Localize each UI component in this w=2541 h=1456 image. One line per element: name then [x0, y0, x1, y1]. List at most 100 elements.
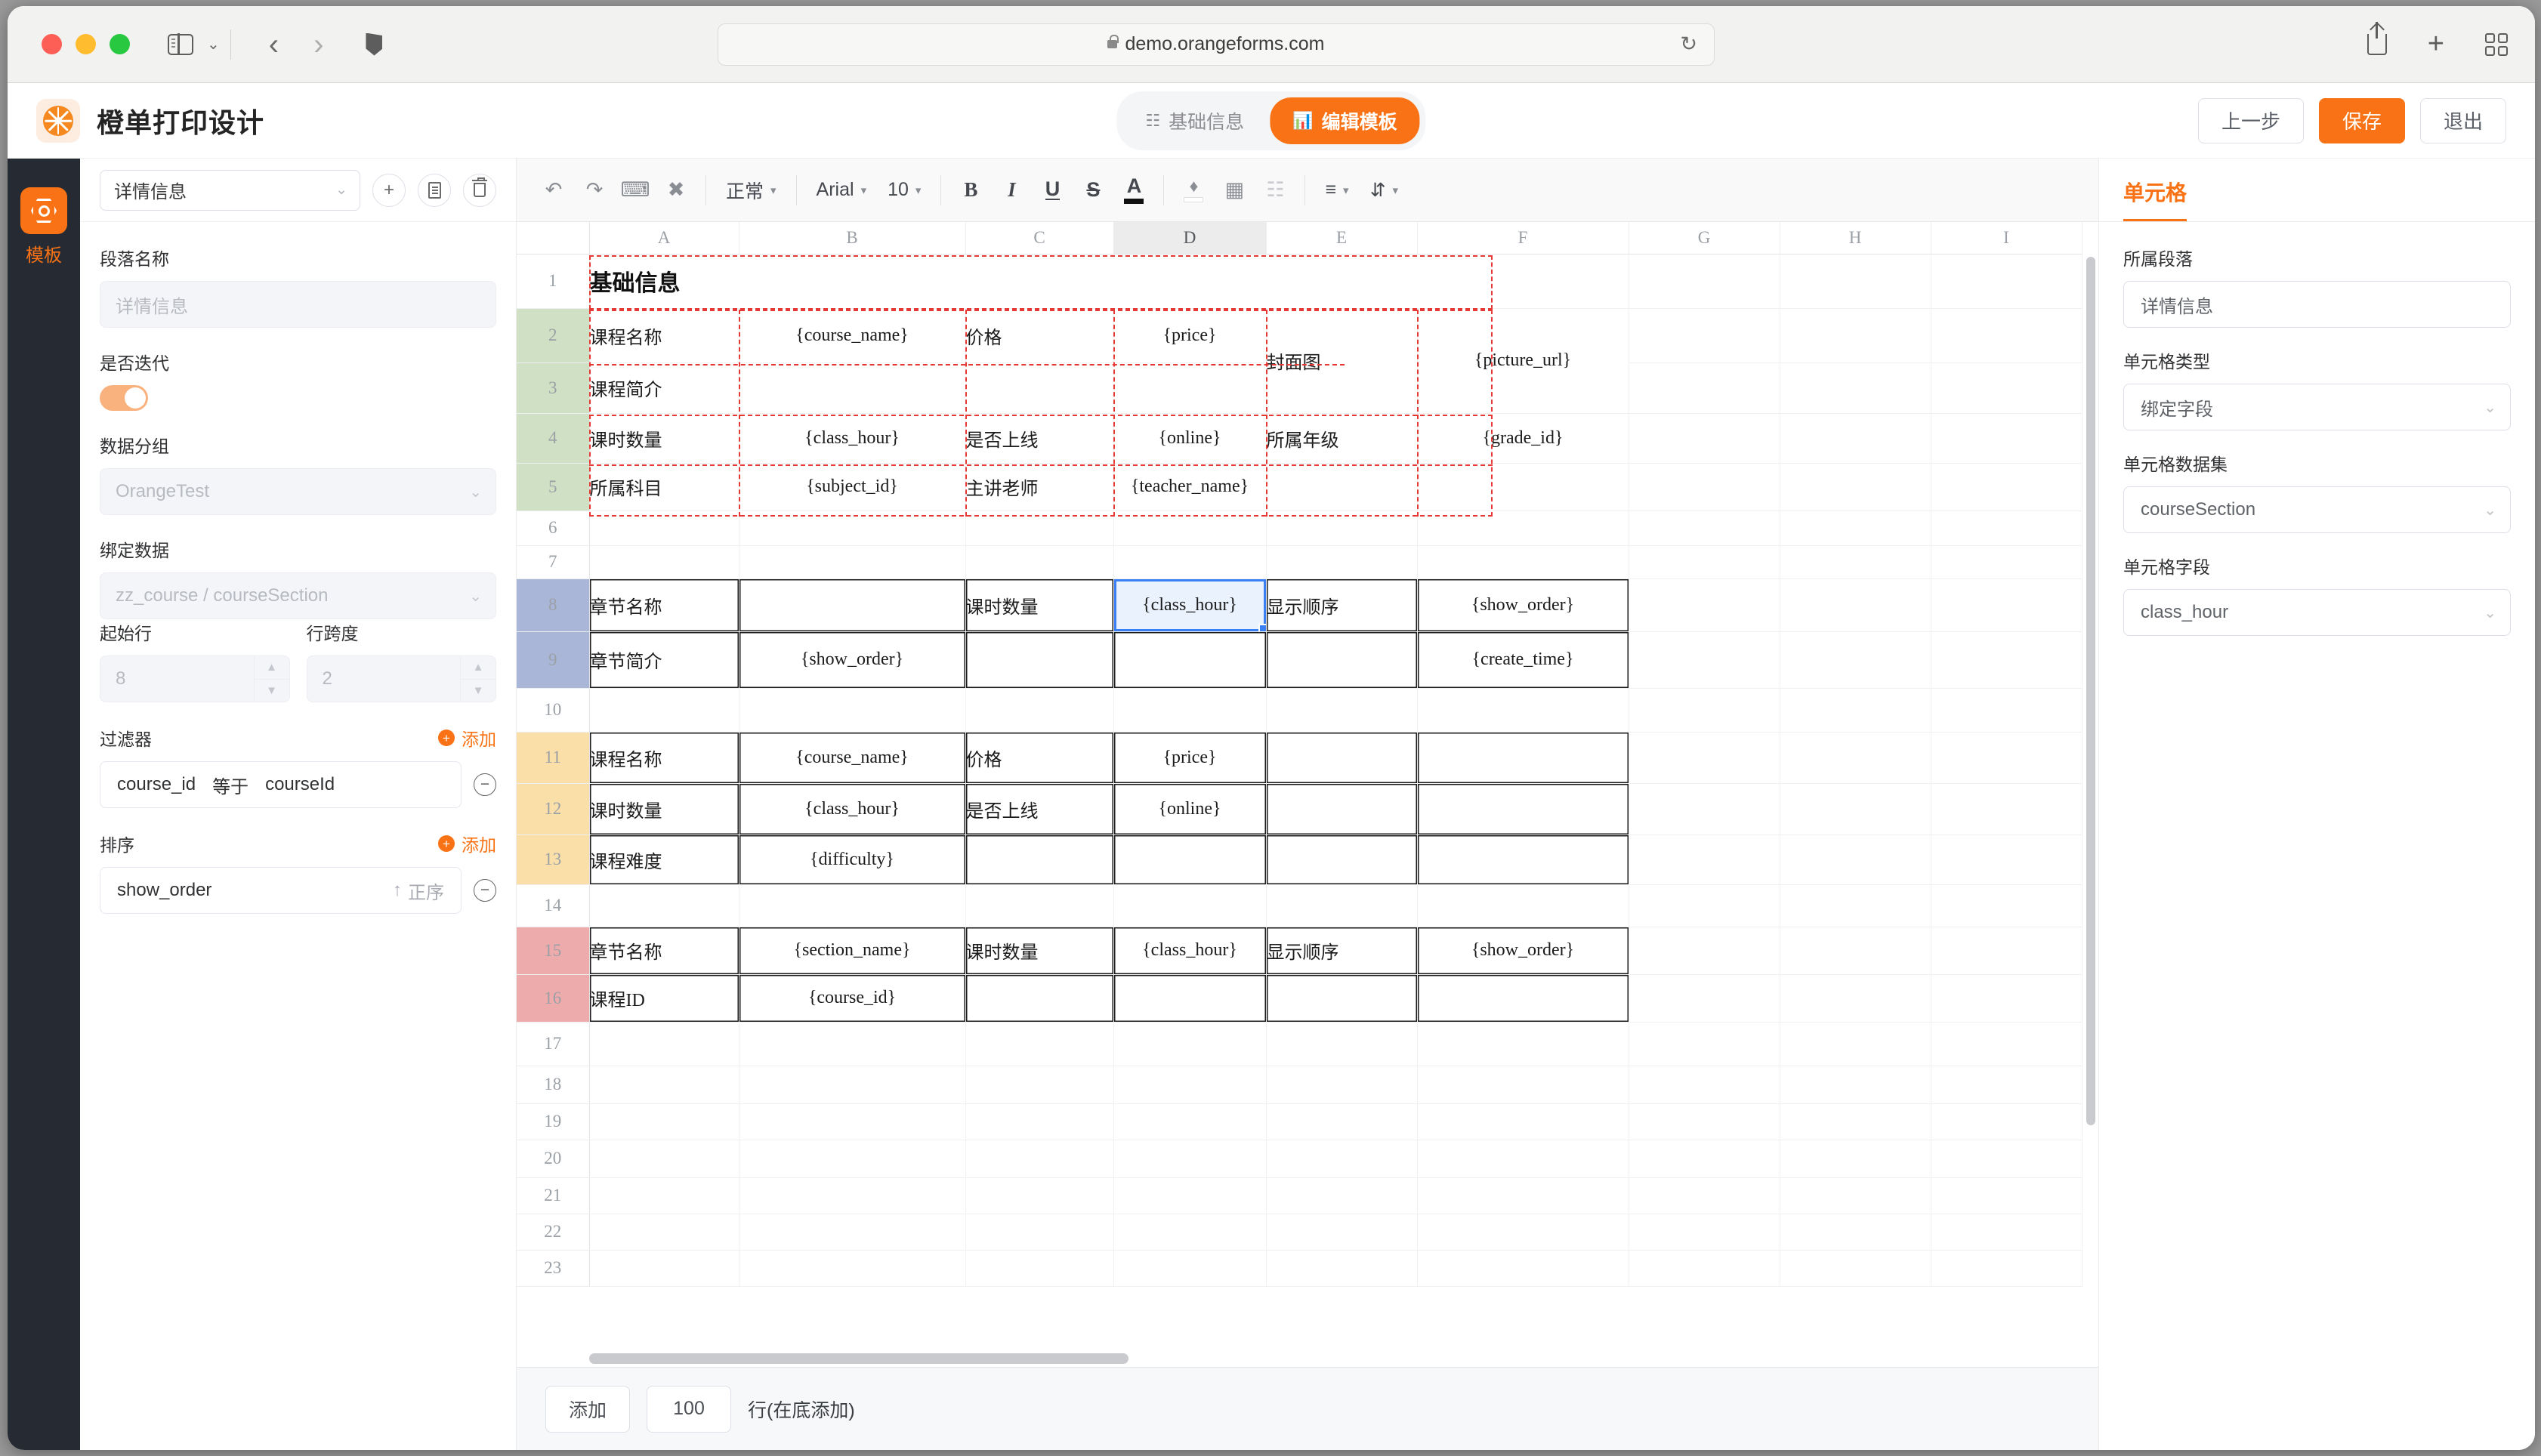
- cell-G20[interactable]: [1629, 1140, 1780, 1178]
- cell-C18[interactable]: [965, 1066, 1114, 1104]
- cell-G6[interactable]: [1629, 511, 1780, 546]
- cell-F13[interactable]: [1417, 834, 1629, 885]
- minimize-window-button[interactable]: [76, 34, 96, 54]
- text-color-button[interactable]: A: [1113, 170, 1154, 211]
- column-header-i[interactable]: I: [1931, 222, 2083, 254]
- cell-C8[interactable]: 课时数量: [965, 578, 1114, 632]
- cell-D20[interactable]: [1113, 1140, 1267, 1178]
- cell-E7[interactable]: [1266, 545, 1418, 579]
- cell-A17[interactable]: [589, 1022, 739, 1066]
- cell-A12[interactable]: 课时数量: [589, 783, 739, 835]
- cell-D4[interactable]: {online}: [1113, 413, 1267, 464]
- data-group-select[interactable]: OrangeTest ⌄: [100, 468, 496, 515]
- filter-item[interactable]: course_id 等于 courseId: [100, 761, 462, 808]
- row-header-9[interactable]: 9: [517, 631, 590, 689]
- tab-edit-template[interactable]: 📊 编辑模板: [1270, 97, 1420, 144]
- remove-filter-button[interactable]: −: [474, 773, 496, 796]
- cell-H17[interactable]: [1780, 1022, 1931, 1066]
- cell-G8[interactable]: [1629, 578, 1780, 632]
- column-header-h[interactable]: H: [1780, 222, 1931, 254]
- rail-item-template[interactable]: 模板: [20, 187, 67, 267]
- shield-icon[interactable]: [366, 32, 383, 56]
- row-header-7[interactable]: 7: [517, 545, 590, 579]
- cell-H10[interactable]: [1780, 688, 1931, 733]
- cell-E11[interactable]: [1266, 732, 1418, 784]
- maximize-window-button[interactable]: [110, 34, 130, 54]
- stepper-down-icon[interactable]: ▼: [472, 683, 484, 697]
- stepper-up-icon[interactable]: ▲: [254, 656, 289, 680]
- cell-F23[interactable]: [1417, 1250, 1629, 1287]
- cell-type-select[interactable]: 绑定字段 ⌄: [2123, 384, 2511, 430]
- cell-I19[interactable]: [1931, 1103, 2083, 1140]
- cell-C5[interactable]: 主讲老师: [965, 463, 1114, 511]
- style-select[interactable]: 正常 ▾: [715, 177, 787, 204]
- cell-F21[interactable]: [1417, 1177, 1629, 1214]
- cell-G13[interactable]: [1629, 834, 1780, 885]
- sort-item[interactable]: show_order ↑ 正序: [100, 867, 462, 914]
- cell-G4[interactable]: [1629, 413, 1780, 464]
- cell-E4[interactable]: 所属年级: [1266, 413, 1418, 464]
- row-header-16[interactable]: 16: [517, 974, 590, 1023]
- cell-I9[interactable]: [1931, 631, 2083, 689]
- cell-G11[interactable]: [1629, 732, 1780, 784]
- share-icon[interactable]: [2367, 21, 2387, 55]
- cell-A20[interactable]: [589, 1140, 739, 1178]
- spreadsheet-grid[interactable]: A B C D E F G H I 1 基础信息: [517, 222, 2098, 1367]
- clear-format-icon[interactable]: ✖: [667, 178, 685, 201]
- row-span-stepper[interactable]: 2 ▲ ▼: [306, 656, 496, 702]
- row-header-21[interactable]: 21: [517, 1177, 590, 1214]
- cell-B3[interactable]: [739, 362, 1267, 414]
- delete-section-button[interactable]: [463, 173, 496, 207]
- cell-F22[interactable]: [1417, 1214, 1629, 1251]
- cell-G10[interactable]: [1629, 688, 1780, 733]
- borders-icon[interactable]: ▦: [1224, 178, 1245, 201]
- cell-E6[interactable]: [1266, 511, 1418, 546]
- paint-bucket-icon[interactable]: ♦: [1173, 170, 1214, 211]
- cell-A8[interactable]: 章节名称: [589, 578, 739, 632]
- cell-F8[interactable]: {show_order}: [1417, 578, 1629, 632]
- cell-A6[interactable]: [589, 511, 739, 546]
- cell-D23[interactable]: [1113, 1250, 1267, 1287]
- column-header-d[interactable]: D: [1113, 222, 1267, 254]
- row-span-arrows[interactable]: ▲ ▼: [460, 656, 496, 702]
- cell-C2[interactable]: 价格: [965, 308, 1114, 363]
- row-header-12[interactable]: 12: [517, 783, 590, 835]
- cell-E9[interactable]: [1266, 631, 1418, 689]
- row-header-19[interactable]: 19: [517, 1103, 590, 1140]
- corner-cell[interactable]: [517, 222, 590, 254]
- new-tab-icon[interactable]: +: [2427, 28, 2444, 60]
- cell-A11[interactable]: 课程名称: [589, 732, 739, 784]
- tab-cell[interactable]: 单元格: [2123, 177, 2187, 221]
- cell-F5[interactable]: [1417, 463, 1629, 511]
- row-header-3[interactable]: 3: [517, 362, 590, 414]
- cell-F18[interactable]: [1417, 1066, 1629, 1104]
- cell-H15[interactable]: [1780, 927, 1931, 975]
- cell-B4[interactable]: {class_hour}: [739, 413, 966, 464]
- cell-I5[interactable]: [1931, 463, 2083, 511]
- cell-E17[interactable]: [1266, 1022, 1418, 1066]
- add-rows-button[interactable]: 添加: [545, 1385, 631, 1433]
- cell-I11[interactable]: [1931, 732, 2083, 784]
- cell-E12[interactable]: [1266, 783, 1418, 835]
- cell-E5[interactable]: [1266, 463, 1418, 511]
- cell-B20[interactable]: [739, 1140, 966, 1178]
- start-row-arrows[interactable]: ▲ ▼: [253, 656, 290, 702]
- cell-A22[interactable]: [589, 1214, 739, 1251]
- cell-D15[interactable]: {class_hour}: [1113, 927, 1267, 975]
- cell-E15[interactable]: 显示顺序: [1266, 927, 1418, 975]
- cell-H5[interactable]: [1780, 463, 1931, 511]
- cell-H6[interactable]: [1780, 511, 1931, 546]
- cell-D13[interactable]: [1113, 834, 1267, 885]
- cell-H19[interactable]: [1780, 1103, 1931, 1140]
- scrollbar-thumb[interactable]: [589, 1353, 1129, 1364]
- prev-step-button[interactable]: 上一步: [2197, 97, 2304, 143]
- cell-A15[interactable]: 章节名称: [589, 927, 739, 975]
- column-header-g[interactable]: G: [1629, 222, 1780, 254]
- save-button[interactable]: 保存: [2318, 97, 2405, 143]
- cell-H23[interactable]: [1780, 1250, 1931, 1287]
- cell-H16[interactable]: [1780, 974, 1931, 1023]
- address-bar[interactable]: demo.orangeforms.com ↻: [718, 23, 1715, 66]
- cell-I12[interactable]: [1931, 783, 2083, 835]
- cell-B11[interactable]: {course_name}: [739, 732, 966, 784]
- cell-B9[interactable]: {show_order}: [739, 631, 966, 689]
